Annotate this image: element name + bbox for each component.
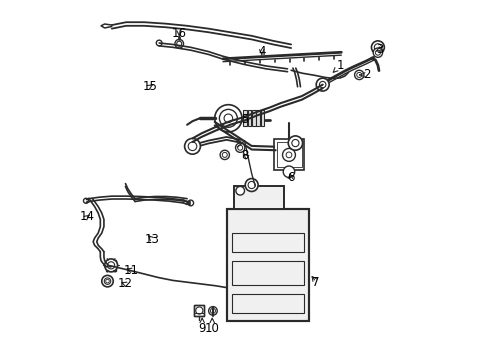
Circle shape: [104, 259, 117, 272]
Text: 12: 12: [118, 278, 133, 291]
Circle shape: [208, 307, 217, 315]
Text: 7: 7: [311, 276, 319, 289]
Circle shape: [175, 40, 183, 48]
Text: 10: 10: [204, 318, 219, 335]
Bar: [233, 186, 284, 210]
Bar: [194, 305, 204, 316]
Bar: [226, 210, 308, 320]
Circle shape: [371, 41, 384, 54]
Circle shape: [354, 70, 363, 80]
Text: 8: 8: [241, 149, 248, 162]
Bar: [247, 111, 251, 126]
Circle shape: [372, 48, 382, 57]
Text: 9: 9: [198, 318, 205, 335]
Circle shape: [235, 143, 244, 152]
Circle shape: [102, 275, 113, 287]
Circle shape: [156, 40, 162, 46]
Text: 13: 13: [144, 233, 159, 246]
Bar: [194, 305, 204, 316]
Bar: [256, 111, 260, 126]
Bar: [231, 261, 303, 285]
Bar: [226, 210, 308, 320]
Bar: [243, 111, 246, 126]
Circle shape: [287, 136, 302, 150]
Circle shape: [184, 138, 200, 154]
Circle shape: [244, 179, 258, 192]
Bar: [260, 111, 264, 126]
Text: 2: 2: [359, 68, 369, 81]
Circle shape: [214, 105, 242, 132]
Text: 3: 3: [376, 42, 383, 55]
Circle shape: [195, 307, 203, 314]
Bar: [231, 233, 303, 252]
Bar: [276, 142, 301, 167]
Text: 6: 6: [286, 171, 294, 184]
Circle shape: [316, 78, 328, 91]
Bar: [231, 294, 303, 314]
Bar: [251, 111, 255, 126]
Bar: [105, 260, 116, 271]
Text: 14: 14: [80, 210, 95, 223]
Bar: [273, 139, 304, 170]
Text: 16: 16: [171, 27, 186, 40]
Text: 4: 4: [258, 45, 265, 58]
Text: 11: 11: [124, 264, 139, 277]
Text: 1: 1: [333, 59, 344, 72]
Circle shape: [283, 166, 294, 177]
Circle shape: [220, 150, 229, 159]
Circle shape: [235, 186, 244, 195]
Text: 15: 15: [143, 80, 158, 93]
Bar: [233, 186, 284, 210]
Circle shape: [282, 148, 295, 161]
Text: 5: 5: [240, 113, 248, 126]
